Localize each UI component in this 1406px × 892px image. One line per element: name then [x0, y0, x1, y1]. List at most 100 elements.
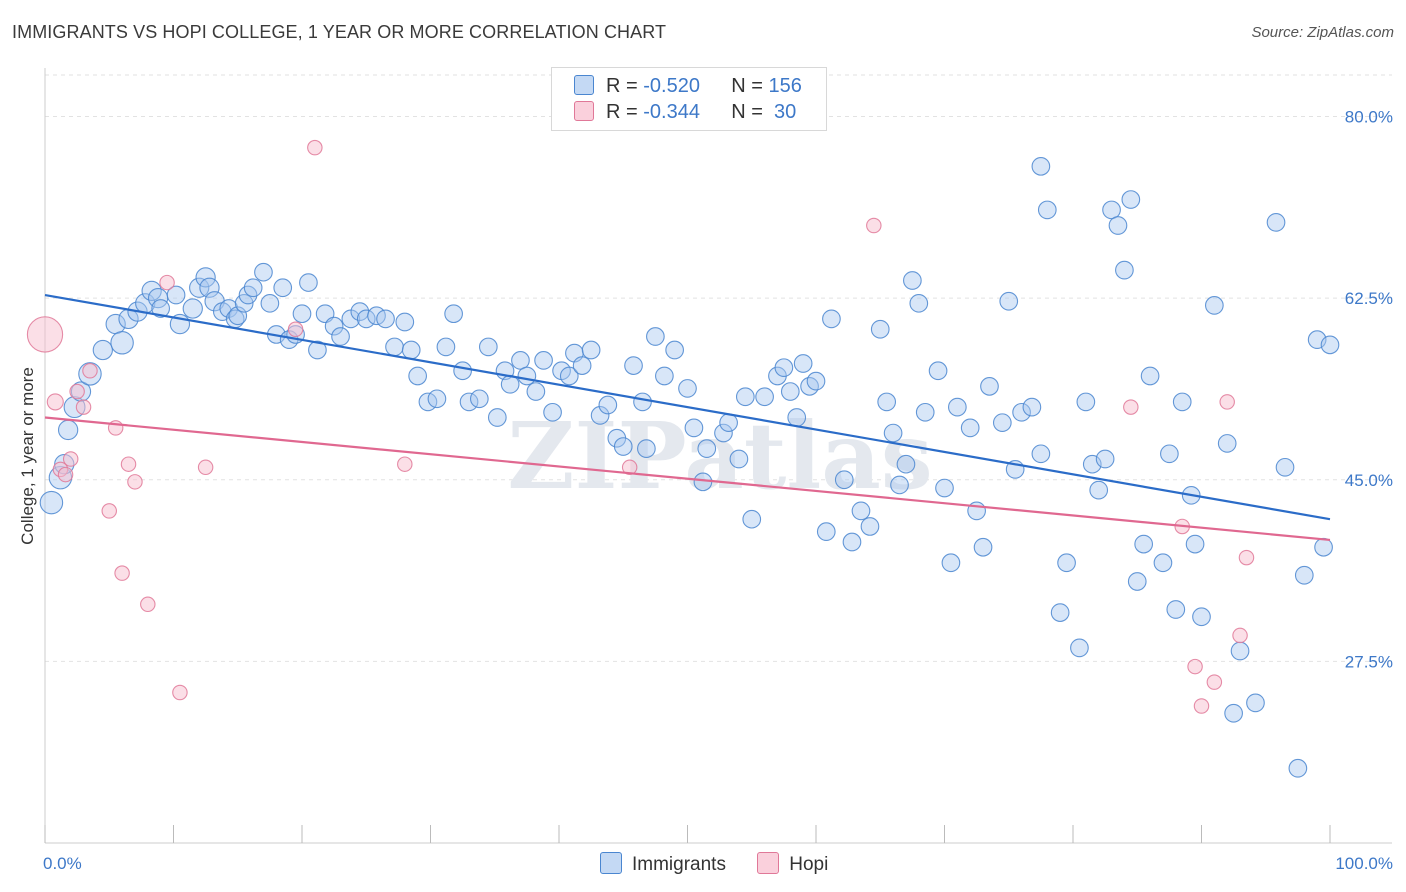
- immigrants-point: [896, 454, 916, 474]
- immigrants-point: [1127, 572, 1147, 591]
- immigrants-point: [999, 291, 1019, 311]
- immigrants-point: [1057, 553, 1076, 573]
- legend-n-value: 156: [768, 75, 802, 97]
- immigrants-point: [928, 361, 948, 381]
- immigrants-point: [444, 304, 463, 324]
- immigrants-point: [199, 277, 220, 298]
- hopi-point: [287, 321, 304, 338]
- immigrants-point: [742, 509, 762, 529]
- immigrants-point: [273, 278, 293, 298]
- immigrants-point: [834, 470, 854, 490]
- immigrants-point: [511, 351, 530, 370]
- chart-title: IMMIGRANTS VS HOPI COLLEGE, 1 YEAR OR MO…: [12, 22, 667, 42]
- hopi-point: [120, 456, 137, 472]
- legend-r-label: R =: [606, 75, 644, 97]
- hopi-point: [1187, 658, 1203, 675]
- immigrants-point: [1102, 200, 1121, 220]
- immigrants-point: [57, 419, 79, 441]
- immigrants-point: [1275, 457, 1295, 477]
- scatter-points: [26, 139, 1340, 778]
- immigrants-point: [842, 532, 862, 552]
- hopi-point: [62, 451, 79, 467]
- immigrants-point: [1031, 156, 1051, 176]
- immigrants-point: [1314, 537, 1333, 557]
- immigrants-point: [395, 312, 415, 332]
- immigrants-point: [39, 490, 64, 515]
- immigrants-point: [655, 366, 674, 386]
- immigrants-point: [324, 316, 344, 336]
- immigrants-point: [1095, 449, 1115, 469]
- immigrants-point: [909, 293, 929, 313]
- immigrants-point: [729, 449, 749, 469]
- immigrants-point: [189, 277, 210, 298]
- immigrants-point: [260, 293, 280, 313]
- legend-r-label: R =: [606, 101, 644, 123]
- immigrants-point: [478, 337, 498, 357]
- immigrants-point: [534, 351, 553, 370]
- immigrants-point: [935, 478, 954, 498]
- source-label: Source: ZipAtlas.com: [1251, 24, 1394, 41]
- immigrants-point: [851, 501, 871, 521]
- series-legend: Immigrants Hopi: [600, 852, 854, 876]
- immigrants-point: [1288, 758, 1308, 778]
- y-tick-label: 27.5%: [1345, 652, 1393, 671]
- immigrants-point: [787, 408, 807, 427]
- immigrants-point: [1121, 190, 1141, 209]
- y-tick-label: 62.5%: [1345, 289, 1393, 308]
- immigrants-point: [453, 361, 472, 381]
- immigrants-point: [543, 402, 562, 422]
- legend-row-immigrants: R = -0.520 N = 156: [574, 75, 802, 101]
- immigrants-point: [684, 418, 704, 438]
- immigrants-point: [1089, 480, 1109, 500]
- hopi-point: [82, 363, 98, 379]
- immigrants-point: [459, 392, 479, 412]
- immigrants-point: [941, 553, 961, 573]
- tick-labels: 27.5% 45.0% 62.5% 80.0% 0.0% 100.0%: [43, 108, 1393, 873]
- axes: [44, 68, 1392, 844]
- immigrants-point: [1140, 366, 1160, 386]
- immigrants-point: [915, 402, 935, 422]
- immigrants-point: [590, 406, 610, 425]
- immigrants-point: [1172, 392, 1192, 412]
- immigrants-point: [903, 271, 922, 290]
- immigrants-point: [1022, 397, 1042, 417]
- immigrants-point: [1166, 600, 1186, 619]
- legend-item-immigrants: Immigrants: [600, 852, 726, 876]
- immigrants-point: [1012, 402, 1031, 422]
- immigrants-point: [1224, 703, 1243, 723]
- immigrants-point: [598, 395, 618, 415]
- y-tick-label: 80.0%: [1345, 108, 1393, 127]
- hopi-point: [397, 456, 413, 472]
- immigrants-point: [1031, 444, 1051, 464]
- immigrants-point: [408, 366, 428, 386]
- grid-lines: [45, 74, 1392, 662]
- hopi-point: [114, 565, 130, 581]
- immigrants-point: [646, 327, 665, 346]
- immigrants-point: [487, 408, 507, 427]
- immigrants-point: [697, 439, 717, 458]
- immigrants-point: [714, 423, 733, 443]
- hopi-point: [1206, 674, 1223, 690]
- immigrants-point: [980, 377, 999, 396]
- watermark: ZIPatlas: [507, 402, 932, 510]
- immigrants-point: [624, 356, 643, 375]
- hopi-trend-line: [44, 416, 1331, 542]
- hopi-point: [1219, 394, 1235, 410]
- immigrants-point: [182, 298, 203, 319]
- hopi-point: [159, 274, 175, 291]
- hopi-point: [1193, 698, 1210, 714]
- y-axis-label: College, 1 year or more: [18, 367, 37, 545]
- immigrants-point: [1153, 553, 1173, 573]
- immigrants-point: [166, 285, 186, 305]
- immigrants-point: [110, 331, 134, 355]
- legend-r-value: -0.520: [643, 75, 700, 97]
- immigrants-point: [92, 339, 113, 361]
- immigrants-point: [572, 356, 592, 375]
- immigrants-point: [1134, 534, 1154, 554]
- immigrants-point: [883, 423, 903, 443]
- immigrants-point: [1115, 260, 1134, 280]
- immigrants-point: [1070, 638, 1089, 658]
- immigrants-point: [401, 340, 421, 360]
- legend-box: R = -0.520 N = 156 R = -0.344 N = 30: [551, 67, 827, 131]
- immigrants-point: [581, 340, 601, 360]
